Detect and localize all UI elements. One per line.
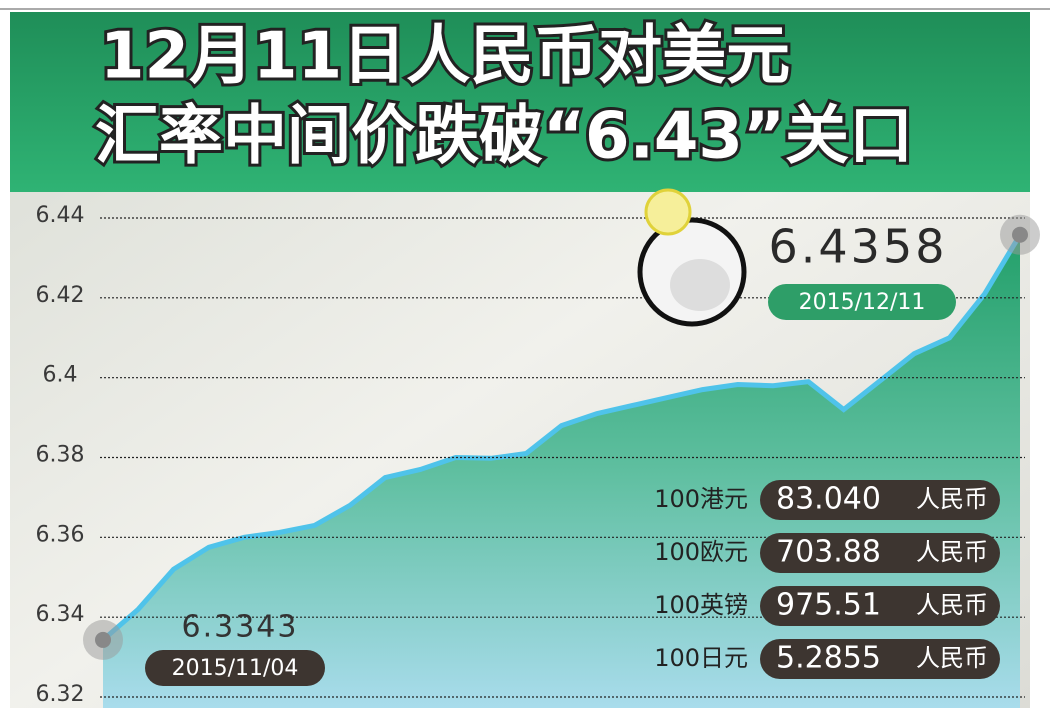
rate-value: 703.88 <box>776 535 881 570</box>
endpoint-marker <box>95 632 111 648</box>
rate-currency: 人民币 <box>916 644 988 672</box>
rate-value: 5.2855 <box>776 641 881 676</box>
y-tick-label: 6.44 <box>36 203 85 228</box>
rate-value: 83.040 <box>776 482 881 517</box>
rate-currency: 人民币 <box>916 485 988 513</box>
y-tick-label: 6.34 <box>36 602 85 627</box>
y-tick-label: 6.38 <box>36 443 85 468</box>
end-date: 2015/12/11 <box>799 290 926 315</box>
rate-currency: 人民币 <box>916 538 988 566</box>
y-tick-label: 6.4 <box>43 363 78 388</box>
rate-unit: 100日元 <box>654 644 748 672</box>
figure-icon <box>670 259 730 311</box>
rate-currency: 人民币 <box>916 591 988 619</box>
y-tick-label: 6.32 <box>36 682 85 707</box>
y-tick-label: 6.42 <box>36 283 85 308</box>
rate-unit: 100港元 <box>654 485 748 513</box>
y-tick-label: 6.36 <box>36 522 85 547</box>
end-value: 6.4358 <box>769 220 948 274</box>
rate-unit: 100欧元 <box>654 538 748 566</box>
endpoint-marker <box>1012 227 1028 243</box>
start-date: 2015/11/04 <box>172 656 299 681</box>
start-value: 6.3343 <box>182 610 299 645</box>
chart-title: 汇率中间价跌破“6.43”关口 <box>95 100 913 174</box>
page: 12月11日人民币对美元 汇率中间价跌破“6.43”关口 6.32 6.34 6.3… <box>0 0 1050 708</box>
rate-value: 975.51 <box>776 588 881 623</box>
rate-unit: 100英镑 <box>654 591 748 619</box>
chart-title: 12月11日人民币对美元 <box>100 20 790 94</box>
bulb-icon <box>646 190 690 234</box>
chart: 12月11日人民币对美元 汇率中间价跌破“6.43”关口 6.32 6.34 6.3… <box>0 0 1050 708</box>
